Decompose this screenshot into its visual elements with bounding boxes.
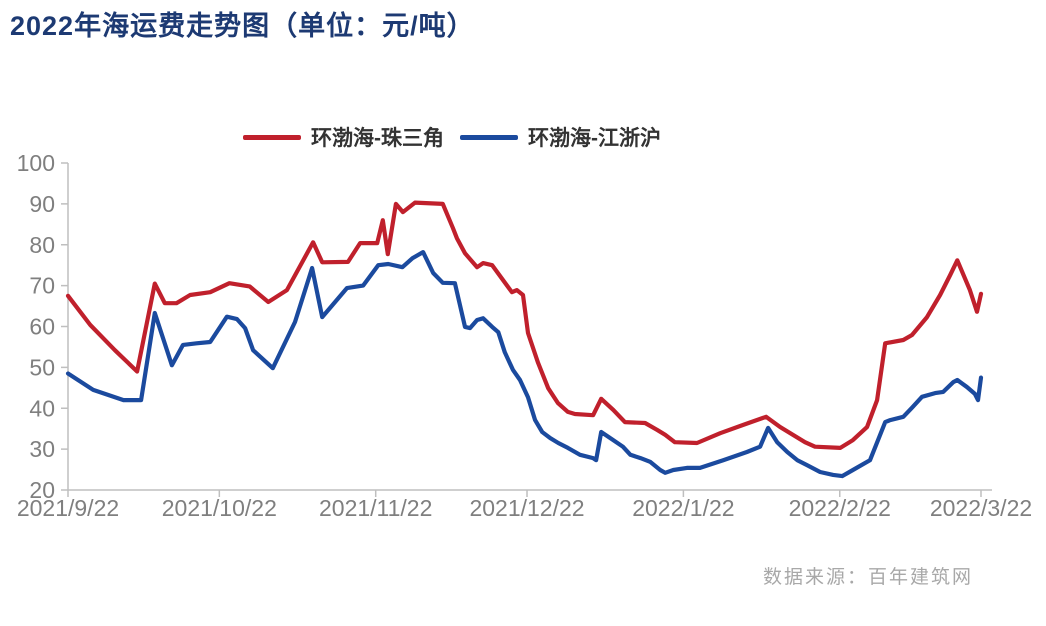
legend-label-bohai-jiangzhehu: 环渤海-江浙沪 bbox=[528, 127, 661, 150]
trend-line-bohai-jiangzhehu bbox=[65, 250, 984, 479]
chart-legend: 环渤海-珠三角 环渤海-江浙沪 bbox=[243, 123, 661, 151]
legend-swatch-blue-line-icon bbox=[460, 134, 518, 140]
y-axis-tick-label: 60 bbox=[29, 314, 55, 340]
y-axis-tick-label: 80 bbox=[29, 232, 55, 258]
legend-item-bohai-jiangzhehu: 环渤海-江浙沪 bbox=[460, 122, 661, 152]
x-axis-tick-label: 2021/11/22 bbox=[319, 495, 432, 521]
trend-line-bohai-pearl-river-delta bbox=[65, 200, 984, 450]
y-axis-tick-label: 90 bbox=[29, 191, 55, 217]
x-axis-tick-label: 2022/2/22 bbox=[789, 495, 891, 521]
legend-item-bohai-pearl-river-delta: 环渤海-珠三角 bbox=[243, 122, 444, 152]
x-axis-tick-label: 2021/12/22 bbox=[469, 495, 584, 521]
page-title: 2022年海运费走势图（单位：元/吨） bbox=[10, 11, 475, 41]
legend-swatch-red-line-icon bbox=[243, 134, 301, 140]
legend-label-bohai-pearl-river-delta: 环渤海-珠三角 bbox=[311, 127, 444, 150]
y-axis-tick-label: 30 bbox=[29, 436, 55, 462]
x-axis-tick-label: 2022/1/22 bbox=[632, 495, 734, 521]
x-axis-tick-label: 2022/3/22 bbox=[930, 495, 1032, 521]
x-axis-tick-label: 2021/10/22 bbox=[162, 495, 277, 521]
y-axis-tick-label: 100 bbox=[17, 150, 55, 176]
y-axis-tick-label: 50 bbox=[29, 354, 55, 380]
y-axis-tick-label: 20 bbox=[29, 477, 55, 503]
x-axis-tick-label: 2021/9/22 bbox=[17, 495, 119, 521]
y-axis-tick-label: 70 bbox=[29, 273, 55, 299]
data-source-note: 数据来源：百年建筑网 bbox=[763, 567, 974, 588]
y-axis-tick-label: 40 bbox=[29, 395, 55, 421]
